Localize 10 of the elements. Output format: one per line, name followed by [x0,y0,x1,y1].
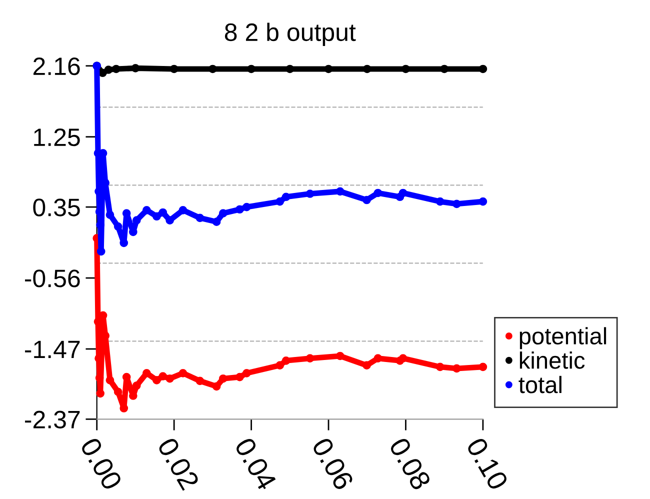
y-tick-label: 0.35 [33,198,80,216]
chart-title: 8 2 b output [224,22,356,46]
legend-label: potential [520,327,606,350]
y-tick-label: 2.16 [33,57,80,76]
legend-label: total [518,376,562,394]
y-tick-label: -2.37 [25,410,80,428]
legend-label: kinetic [520,352,585,369]
y-tick-label: -0.56 [25,270,80,288]
y-tick-label: -1.47 [25,340,80,358]
y-tick-label: 1.25 [34,128,80,146]
